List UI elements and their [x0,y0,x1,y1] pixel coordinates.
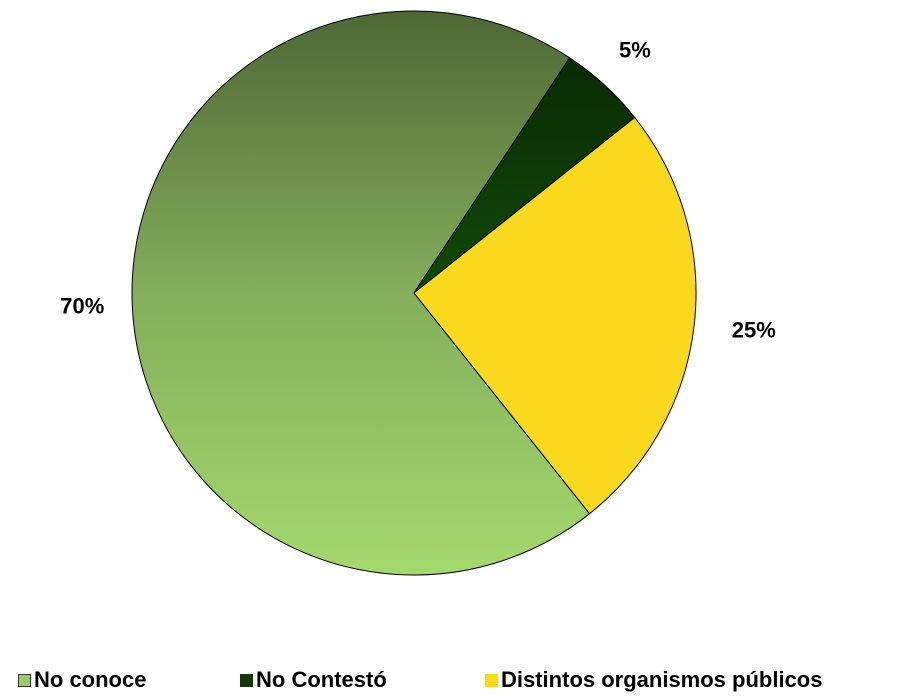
pie-slice-no-conoce [131,10,591,576]
data-label-distintos-organismos: 25% [732,318,776,343]
data-label-no-contesto: 5% [619,38,651,63]
pie-chart: 70% 5% 25% [60,10,776,576]
legend-swatch-distintos-organismos [485,673,498,687]
legend-item-no-contesto: No Contestó [240,668,387,692]
legend-item-distintos-organismos: Distintos organismos públicos [485,668,822,692]
data-label-no-conoce: 70% [60,293,104,318]
legend-label: Distintos organismos públicos [501,667,823,692]
legend: No conoce No Contestó Distintos organism… [0,668,924,692]
legend-swatch-no-contesto [240,673,253,687]
legend-label: No conoce [34,667,147,692]
legend-swatch-no-conoce [18,673,31,687]
legend-label: No Contestó [256,667,387,692]
pie-slice-distintos-organismos [413,116,697,515]
legend-item-no-conoce: No conoce [18,668,146,692]
